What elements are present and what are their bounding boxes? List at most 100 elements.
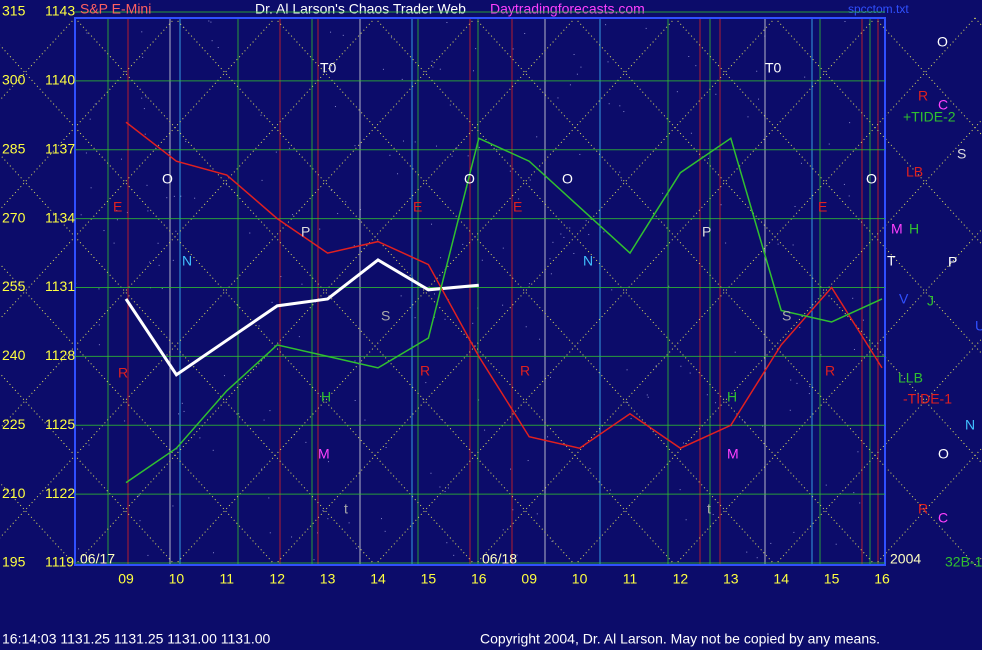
star	[142, 56, 144, 58]
star	[848, 195, 850, 197]
star	[668, 285, 670, 287]
star	[126, 212, 128, 214]
star	[820, 354, 822, 356]
star	[211, 40, 213, 42]
annotation: H	[909, 221, 919, 237]
star	[316, 532, 318, 534]
y-tick-label: 1134	[45, 209, 75, 225]
annotation: R	[520, 363, 530, 379]
star	[528, 283, 530, 285]
star	[777, 243, 779, 245]
star	[78, 548, 80, 550]
star	[725, 242, 727, 244]
date-label: 06/18	[482, 551, 517, 567]
star	[662, 192, 664, 194]
star	[588, 234, 590, 236]
star	[715, 93, 717, 95]
star	[175, 230, 177, 232]
star	[327, 518, 329, 520]
star	[400, 295, 402, 297]
star	[843, 183, 845, 185]
star	[223, 375, 225, 377]
quote-line: 16:14:03 1131.25 1131.25 1131.00 1131.00	[2, 631, 271, 647]
star	[563, 236, 565, 238]
star	[518, 198, 520, 200]
y-tick-label: 1137	[45, 140, 75, 156]
star	[337, 213, 339, 215]
date-label: 06/17	[80, 551, 115, 567]
star	[382, 68, 384, 70]
star	[804, 76, 806, 78]
star	[828, 143, 830, 145]
series-line	[125, 137, 883, 484]
star	[440, 257, 442, 259]
y2-tick-label: 255	[2, 278, 26, 294]
star	[484, 429, 486, 431]
y-tick-label: 1140	[45, 72, 75, 88]
x-tick-label: 16	[874, 571, 890, 587]
star	[158, 264, 160, 266]
annotation: T0	[320, 60, 337, 76]
star	[172, 505, 174, 507]
star	[330, 31, 332, 33]
x-tick-label: 12	[673, 571, 689, 587]
star	[478, 399, 480, 401]
star	[607, 61, 609, 63]
star	[422, 398, 424, 400]
star	[89, 118, 91, 120]
star	[502, 247, 504, 249]
star	[291, 536, 293, 538]
annotation: C	[938, 97, 948, 113]
star	[141, 97, 143, 99]
star	[853, 492, 855, 494]
star	[569, 84, 571, 86]
annotation: H	[727, 389, 737, 405]
star	[585, 220, 587, 222]
annotation: S	[957, 146, 966, 162]
y2-tick-label: 300	[2, 72, 26, 88]
star	[328, 461, 330, 463]
star	[435, 145, 437, 147]
star	[149, 261, 151, 263]
star	[397, 173, 399, 175]
x-tick-label: 10	[169, 571, 185, 587]
star	[80, 214, 82, 216]
star	[176, 448, 178, 450]
star	[603, 231, 605, 233]
star	[576, 73, 578, 75]
annotation: J	[927, 293, 934, 309]
star	[849, 122, 851, 124]
series-line	[124, 258, 479, 377]
star	[86, 32, 88, 34]
star	[512, 48, 514, 50]
annotation: O	[464, 171, 475, 187]
star	[573, 253, 575, 255]
star	[510, 468, 512, 470]
star	[536, 513, 538, 515]
star	[746, 551, 748, 553]
star	[712, 513, 714, 515]
star	[260, 114, 262, 116]
star	[579, 153, 581, 155]
star	[185, 140, 187, 142]
star	[364, 419, 366, 421]
star	[217, 47, 219, 49]
star	[689, 372, 691, 374]
star	[825, 484, 827, 486]
star	[744, 421, 746, 423]
star	[509, 170, 511, 172]
annotation: O	[937, 34, 948, 50]
x-tick-label: 14	[370, 571, 386, 587]
star	[472, 70, 474, 72]
star	[646, 394, 648, 396]
star	[580, 66, 582, 68]
star	[539, 338, 541, 340]
star	[853, 348, 855, 350]
annotation: R	[420, 363, 430, 379]
star	[402, 140, 404, 142]
star	[113, 242, 115, 244]
x-tick-label: 12	[269, 571, 285, 587]
x-tick-label: 09	[521, 571, 537, 587]
star	[676, 91, 678, 93]
annotation: M	[727, 446, 739, 462]
